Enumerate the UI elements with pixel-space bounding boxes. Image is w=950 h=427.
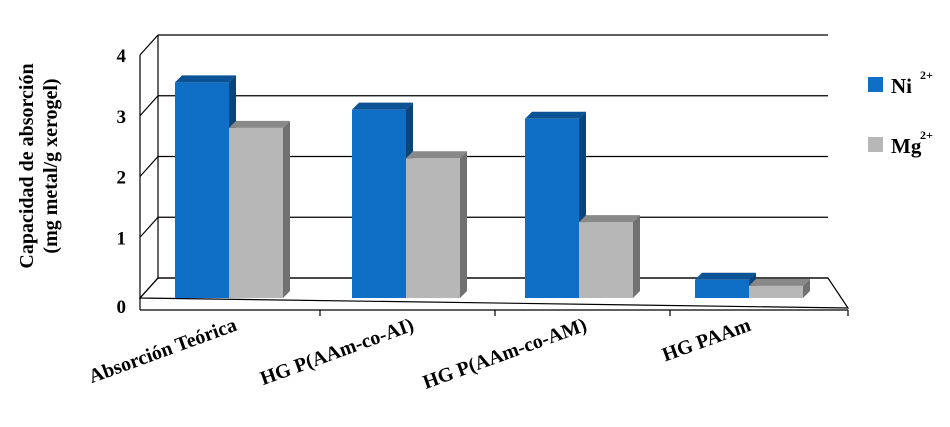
y-tick-label: 0 [117, 297, 127, 318]
y-tick-label: 3 [117, 107, 127, 128]
legend-item-ni: Ni 2+ [868, 68, 933, 98]
gridline-depth [139, 216, 159, 238]
legend-item-mg: Mg2+ [868, 128, 933, 158]
plot-floor [138, 277, 850, 309]
legend-label: Ni [891, 74, 912, 98]
y-tick-label: 1 [117, 228, 127, 249]
y-tick-labels: 0 1 2 3 4 [117, 46, 127, 318]
x-tick-label: HG PAAm [659, 314, 754, 366]
bar-mg [229, 120, 290, 299]
legend-swatch [868, 77, 883, 92]
legend-swatch [868, 137, 883, 152]
bar-ni [695, 272, 756, 298]
gridline-depth [139, 34, 159, 56]
y-axis-label-line1: Capacidad de absorción [16, 63, 38, 268]
y-tick-label: 2 [117, 168, 127, 189]
bar-mg [749, 278, 810, 298]
plot-walls [138, 35, 850, 316]
x-tick-label: Absorción Teórica [86, 314, 240, 388]
bar-ni [525, 111, 586, 298]
legend-label: Mg [891, 134, 922, 158]
y-axis-label-line2: (mg metal/g xerogel) [40, 78, 62, 253]
bar-mg [579, 215, 640, 298]
y-tick-label: 4 [117, 46, 127, 67]
x-tick-label: HG P(AAm-co-AI) [257, 314, 416, 390]
x-tick-labels: Absorción Teórica HG P(AAm-co-AI) HG P(AAm… [86, 314, 754, 394]
legend-superscript: 2+ [920, 68, 933, 82]
legend-superscript: 2+ [920, 128, 933, 142]
bar-ni [175, 75, 236, 299]
gridline-depth [139, 156, 159, 177]
bar-ni [352, 102, 413, 298]
x-tick-label: HG P(AAm-co-AM) [420, 314, 590, 394]
bars [175, 75, 810, 299]
legend: Ni 2+Mg2+ [868, 68, 933, 158]
bar-mg [406, 151, 467, 298]
gridline-depth [139, 95, 159, 117]
